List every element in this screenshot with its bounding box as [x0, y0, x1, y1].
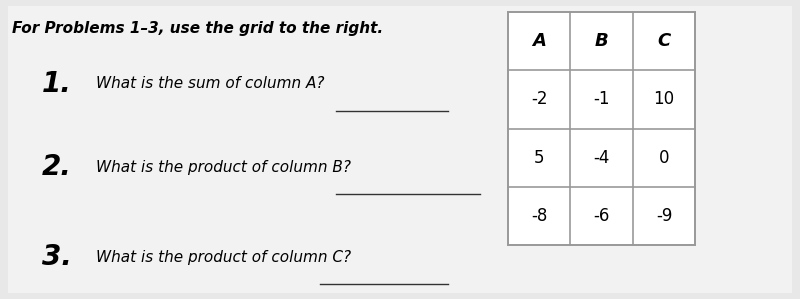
- Text: -6: -6: [594, 207, 610, 225]
- Text: 1.: 1.: [42, 70, 72, 98]
- Text: -1: -1: [594, 90, 610, 109]
- Text: 0: 0: [658, 149, 670, 167]
- Text: 10: 10: [654, 90, 674, 109]
- Text: 5: 5: [534, 149, 545, 167]
- FancyBboxPatch shape: [8, 6, 792, 293]
- Text: For Problems 1–3, use the grid to the right.: For Problems 1–3, use the grid to the ri…: [12, 21, 383, 36]
- Text: A: A: [532, 32, 546, 50]
- Text: -8: -8: [531, 207, 547, 225]
- Text: 2.: 2.: [42, 153, 72, 181]
- Text: What is the product of column C?: What is the product of column C?: [96, 250, 351, 265]
- Text: -4: -4: [594, 149, 610, 167]
- Text: -2: -2: [531, 90, 547, 109]
- FancyBboxPatch shape: [508, 12, 695, 245]
- Text: 3.: 3.: [42, 243, 72, 271]
- Text: B: B: [594, 32, 609, 50]
- Text: -9: -9: [656, 207, 672, 225]
- Text: C: C: [658, 32, 670, 50]
- Text: What is the sum of column A?: What is the sum of column A?: [96, 76, 325, 91]
- Text: What is the product of column B?: What is the product of column B?: [96, 160, 351, 175]
